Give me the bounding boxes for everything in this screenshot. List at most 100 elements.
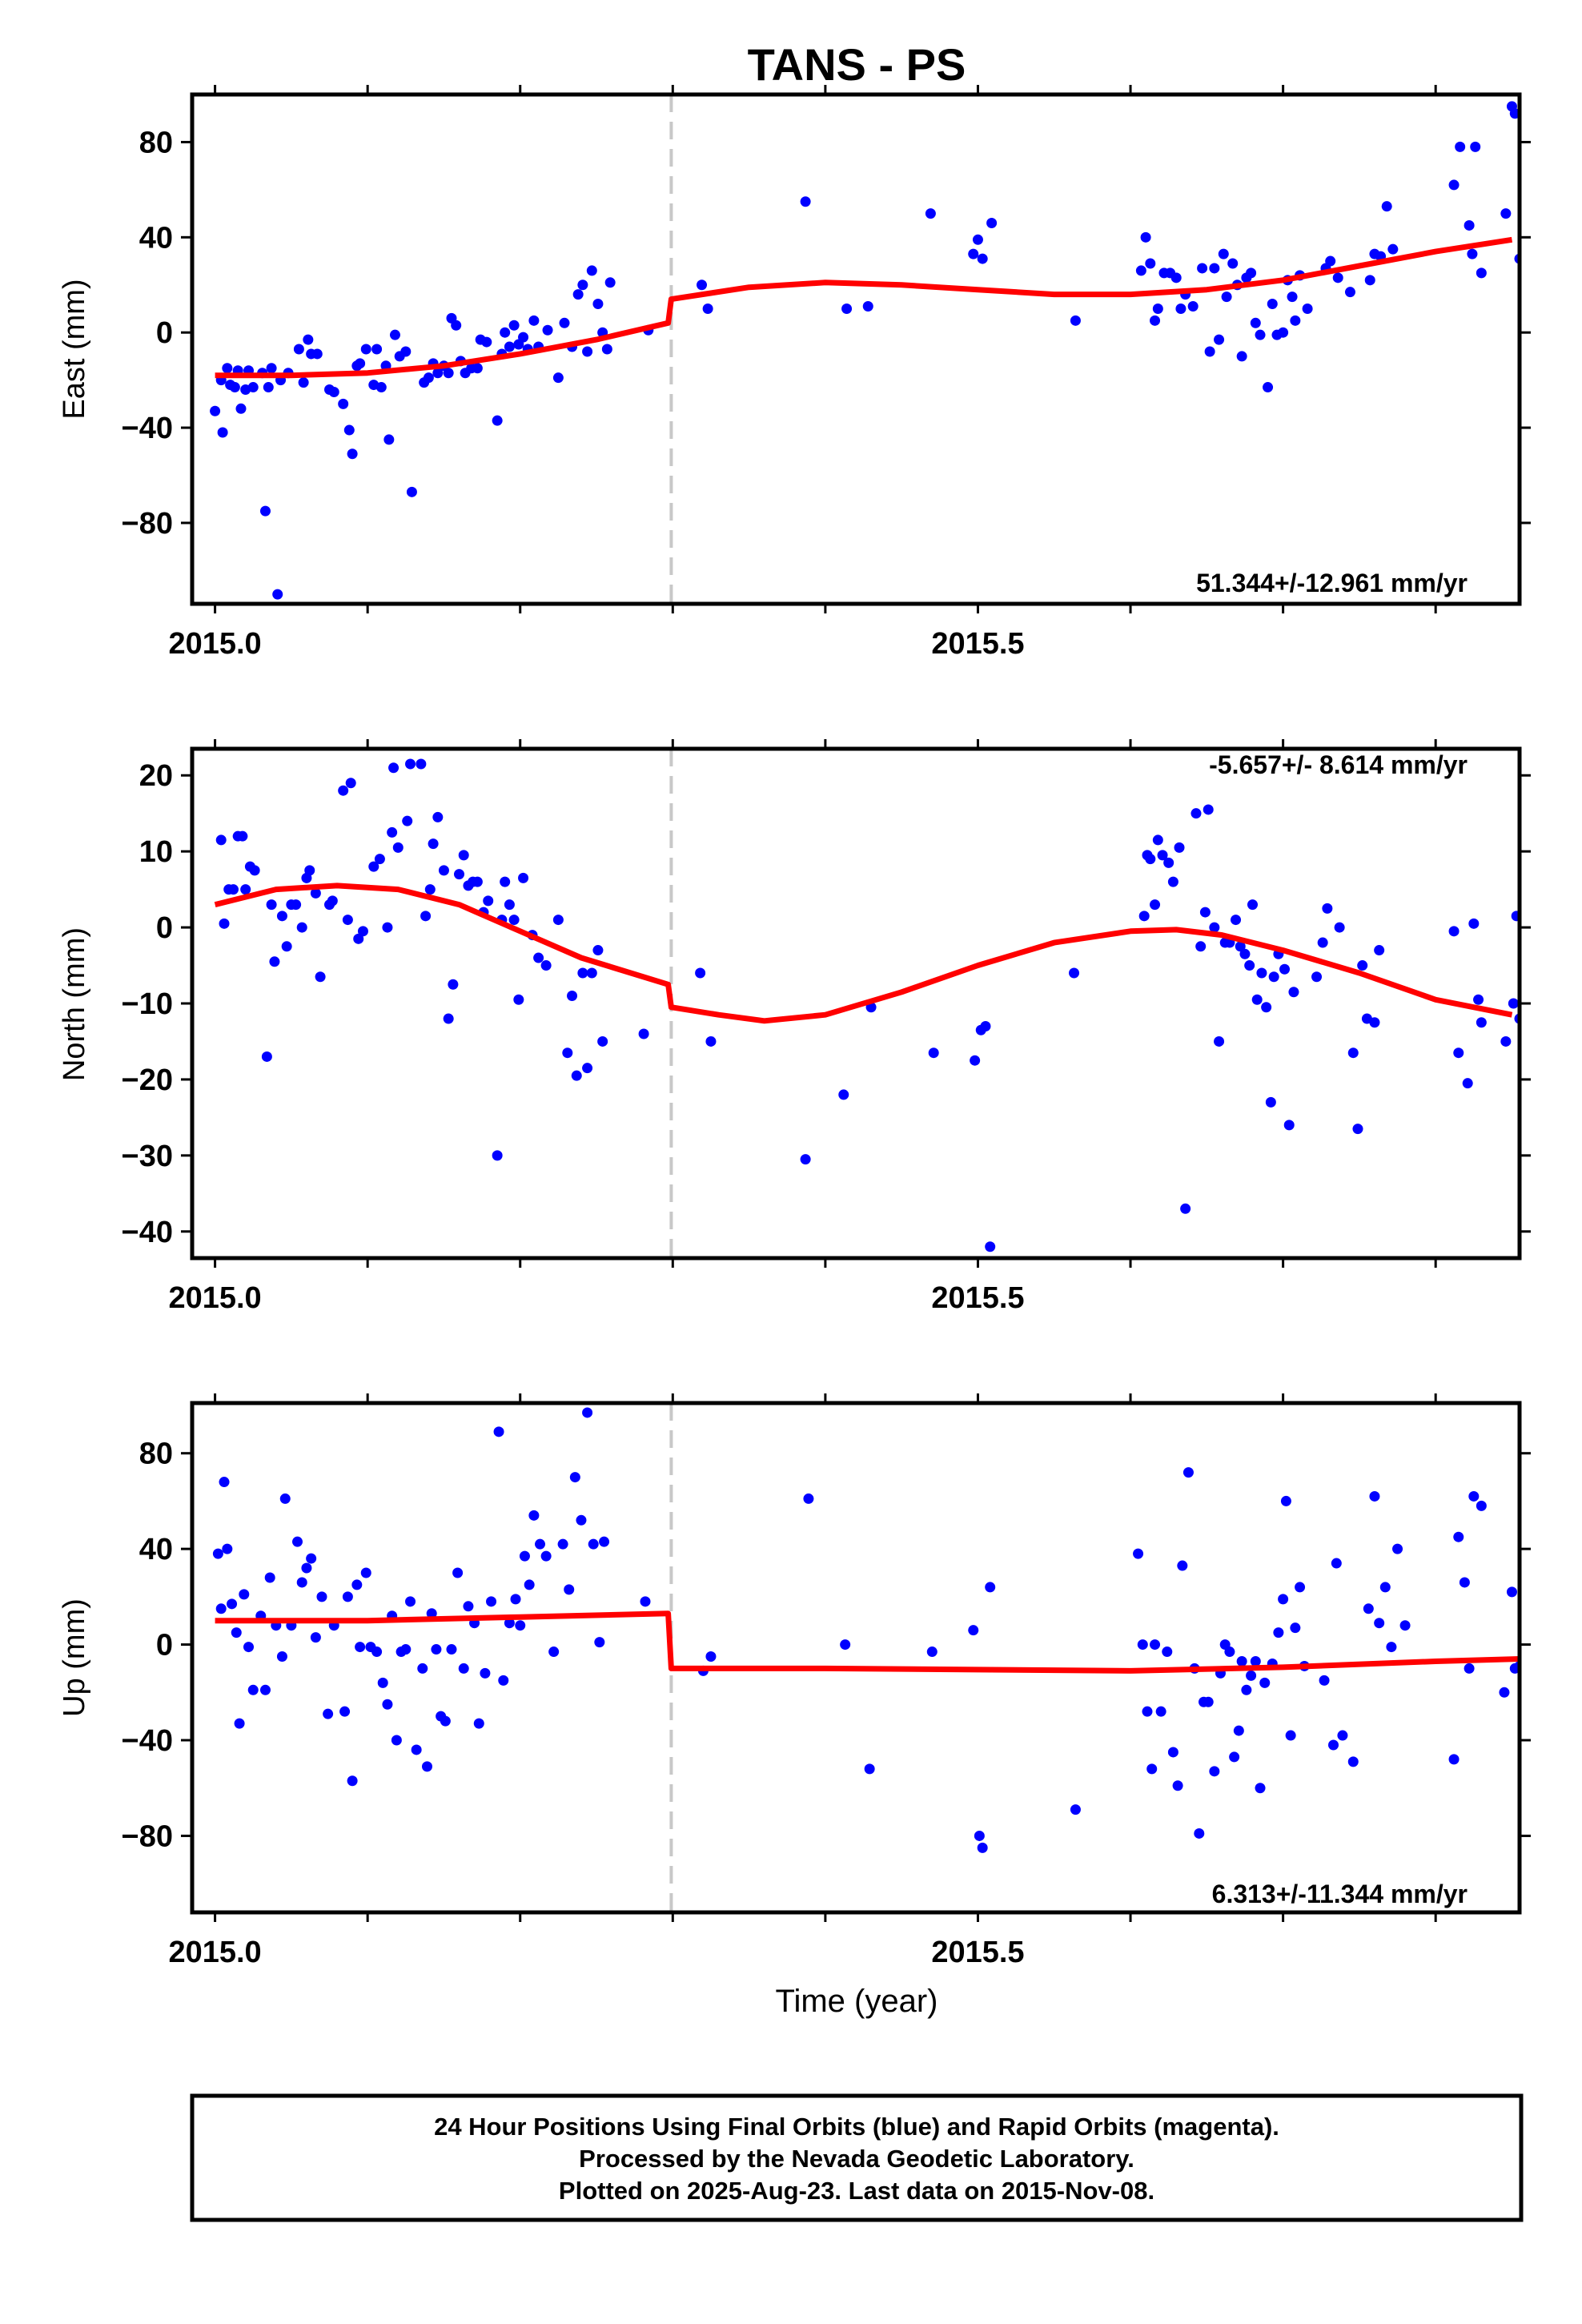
east-data-point (360, 344, 371, 355)
north-data-point (562, 1047, 573, 1059)
up-data-point (535, 1538, 546, 1550)
up-data-point (243, 1642, 255, 1653)
footer-line-1: 24 Hour Positions Using Final Orbits (bl… (434, 2113, 1279, 2141)
north-data-point (237, 830, 248, 842)
up-data-point (296, 1577, 307, 1588)
up-data-point (1236, 1655, 1247, 1667)
east-data-point (481, 336, 492, 348)
north-model-fit-line (214, 883, 1513, 1024)
north-data-point (1357, 960, 1368, 971)
north-data-point (838, 1089, 849, 1100)
up-data-point (391, 1735, 402, 1746)
east-data-point (1448, 179, 1460, 191)
north-data-point (357, 926, 368, 937)
north-data-point (800, 1154, 811, 1165)
north-data-point (458, 850, 469, 861)
up-y-tick-label: −40 (122, 1724, 173, 1758)
up-data-point (417, 1663, 428, 1674)
east-data-point (328, 386, 339, 397)
north-data-point (1157, 850, 1168, 861)
north-data-point (374, 854, 385, 865)
north-x-tick-label: 2015.5 (931, 1281, 1024, 1315)
east-data-point (586, 265, 597, 276)
up-data-point (1229, 1751, 1240, 1763)
east-data-point (1364, 275, 1375, 286)
east-data-point (355, 358, 366, 369)
up-data-point (1448, 1754, 1460, 1765)
north-y-tick-label: 0 (156, 911, 173, 945)
up-data-point (316, 1591, 327, 1602)
north-data-point (1209, 922, 1220, 933)
north-data-point (1195, 941, 1207, 952)
north-data-point (508, 915, 520, 926)
up-data-point (1459, 1577, 1470, 1588)
up-data-point (564, 1584, 575, 1595)
east-data-point (986, 217, 998, 228)
up-rate-label: 6.313+/-11.344 mm/yr (1212, 1880, 1468, 1908)
east-data-point (1236, 351, 1247, 362)
up-data-point (504, 1618, 515, 1629)
north-data-point (402, 815, 413, 826)
north-data-point (219, 918, 230, 929)
up-data-point (519, 1550, 530, 1562)
east-data-point (311, 348, 323, 360)
east-data-point (972, 234, 983, 245)
up-data-point (323, 1708, 334, 1719)
east-panel: East (mm) 51.344+/-12.961 mm/yr 2015.0 20… (58, 85, 1531, 661)
up-data-point (1285, 1730, 1296, 1741)
east-data-point (702, 303, 713, 314)
east-data-point (451, 320, 462, 331)
up-data-point (582, 1407, 593, 1418)
up-data-point (1070, 1804, 1081, 1815)
north-data-point (276, 911, 287, 922)
east-y-tick-label: −40 (122, 412, 173, 445)
north-y-tick-label: 20 (139, 759, 173, 793)
north-data-point (249, 865, 260, 876)
north-data-point (315, 971, 326, 983)
north-data-point (424, 884, 436, 895)
up-data-point (705, 1651, 717, 1663)
up-data-point (371, 1647, 383, 1658)
east-data-point (508, 320, 520, 331)
up-data-point (239, 1589, 250, 1600)
up-data-point (1246, 1670, 1257, 1681)
east-data-point (338, 398, 349, 409)
up-data-point (1379, 1582, 1391, 1593)
east-data-point (1332, 272, 1343, 283)
north-y-tick-label: −40 (122, 1216, 173, 1249)
east-data-point (389, 329, 400, 340)
north-data-point (1468, 918, 1480, 929)
east-data-point (552, 372, 564, 384)
east-data-point (1387, 243, 1399, 255)
north-data-point (970, 1055, 981, 1066)
east-data-point (504, 341, 515, 352)
up-panel: Up (mm) 6.313+/-11.344 mm/yr 2015.0 2015.… (58, 1393, 1531, 1969)
east-data-point (1267, 299, 1278, 310)
up-data-point (1464, 1663, 1475, 1674)
east-data-point (1470, 141, 1481, 152)
up-data-point (234, 1718, 245, 1729)
north-data-point (985, 1241, 996, 1252)
up-data-point (231, 1627, 242, 1638)
east-data-point (582, 346, 593, 357)
east-data-point (559, 317, 570, 328)
x-axis-label: Time (year) (776, 1984, 938, 2019)
north-data-point (1462, 1078, 1473, 1089)
up-data-point (400, 1644, 412, 1655)
up-data-point (1172, 1780, 1183, 1791)
north-data-point (1244, 960, 1255, 971)
north-data-point (438, 865, 449, 876)
up-x-tick-label: 2015.0 (168, 1936, 261, 1969)
north-frame (190, 746, 1522, 1261)
up-data-point (259, 1684, 271, 1695)
north-data-point (483, 895, 494, 907)
north-data-point (513, 994, 524, 1005)
east-data-point (968, 248, 979, 259)
up-data-point (985, 1582, 996, 1593)
east-data-point (1476, 267, 1487, 279)
north-data-point (1279, 963, 1291, 975)
up-data-point (576, 1514, 587, 1526)
up-data-point (440, 1715, 451, 1727)
east-data-point (800, 196, 811, 207)
